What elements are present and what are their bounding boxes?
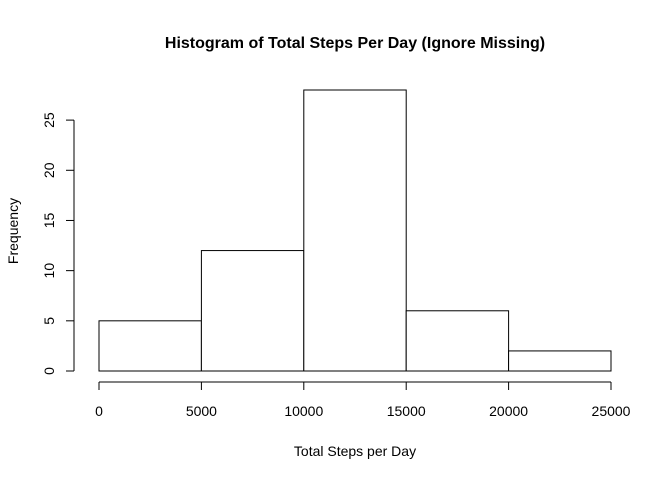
x-tick-label: 20000 [489, 403, 528, 419]
histogram-bar-4 [508, 350, 612, 372]
y-tick-label: 15 [41, 212, 57, 228]
x-tick-label: 0 [95, 403, 103, 419]
x-tick-label: 15000 [387, 403, 426, 419]
y-tick-label: 10 [41, 263, 57, 279]
histogram-bar-2 [303, 89, 407, 372]
y-axis: 0 5 10 15 20 25 [41, 112, 75, 375]
y-axis-label: Frequency [5, 198, 21, 264]
x-axis-label: Total Steps per Day [294, 443, 416, 459]
x-tick-label: 10000 [284, 403, 323, 419]
y-tick-label: 5 [41, 317, 57, 325]
y-tick-label: 20 [41, 162, 57, 178]
histogram-bar-3 [405, 310, 510, 372]
x-tick-label: 5000 [186, 403, 217, 419]
x-axis: 0 5000 10000 15000 20000 25000 [95, 381, 631, 419]
histogram-bar-1 [200, 250, 305, 372]
bars-group [98, 89, 612, 372]
y-tick-label: 25 [41, 112, 57, 128]
x-tick-label: 25000 [592, 403, 631, 419]
histogram-bar-0 [98, 320, 202, 372]
chart-title: Histogram of Total Steps Per Day (Ignore… [165, 35, 545, 52]
y-tick-label: 0 [41, 367, 57, 375]
